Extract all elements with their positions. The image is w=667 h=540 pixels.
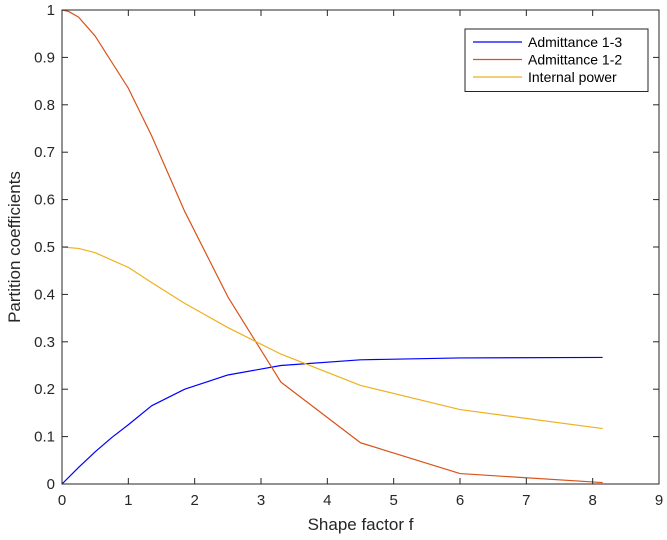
- x-tick-label: 6: [456, 492, 464, 509]
- legend-label: Admittance 1-2: [528, 52, 622, 68]
- series-line-internal-power: [61, 246, 603, 430]
- x-tick-label: 7: [522, 492, 530, 509]
- x-tick-label: 9: [655, 492, 663, 509]
- y-tick-label: 1: [47, 2, 55, 19]
- y-tick-label: 0.5: [34, 239, 55, 256]
- x-tick-label: 5: [389, 492, 397, 509]
- legend-label: Internal power: [528, 69, 617, 85]
- x-tick-label: 8: [588, 492, 596, 509]
- y-tick-label: 0.1: [34, 429, 55, 446]
- y-tick-label: 0: [47, 476, 55, 493]
- legend-label: Admittance 1-3: [528, 34, 622, 50]
- x-tick-label: 1: [124, 492, 132, 509]
- y-tick-label: 0.9: [34, 49, 55, 66]
- x-tick-label: 3: [257, 492, 265, 509]
- series-line-admittance-1-2: [61, 9, 603, 484]
- y-tick-label: 0.2: [34, 381, 55, 398]
- x-tick-label: 4: [323, 492, 331, 509]
- series-line-admittance-1-3: [61, 356, 603, 485]
- y-tick-label: 0.7: [34, 144, 55, 161]
- y-tick-label: 0.6: [34, 192, 55, 209]
- x-tick-label: 2: [190, 492, 198, 509]
- y-tick-label: 0.4: [34, 286, 55, 303]
- x-axis-label: Shape factor f: [308, 515, 414, 534]
- y-tick-label: 0.8: [34, 97, 55, 114]
- series-layer: [61, 9, 603, 485]
- y-axis-label: Partition coefficients: [5, 171, 24, 323]
- ticks-layer: 0 1 2 3 4 5 6 7 8 9 0 0.1 0.2 0.3 0.4 0.5 0.6 0.7 0.8 0.9 1: [34, 2, 663, 509]
- legend-frame: [464, 28, 649, 92]
- x-tick-label: 0: [58, 492, 66, 509]
- y-tick-label: 0.3: [34, 334, 55, 351]
